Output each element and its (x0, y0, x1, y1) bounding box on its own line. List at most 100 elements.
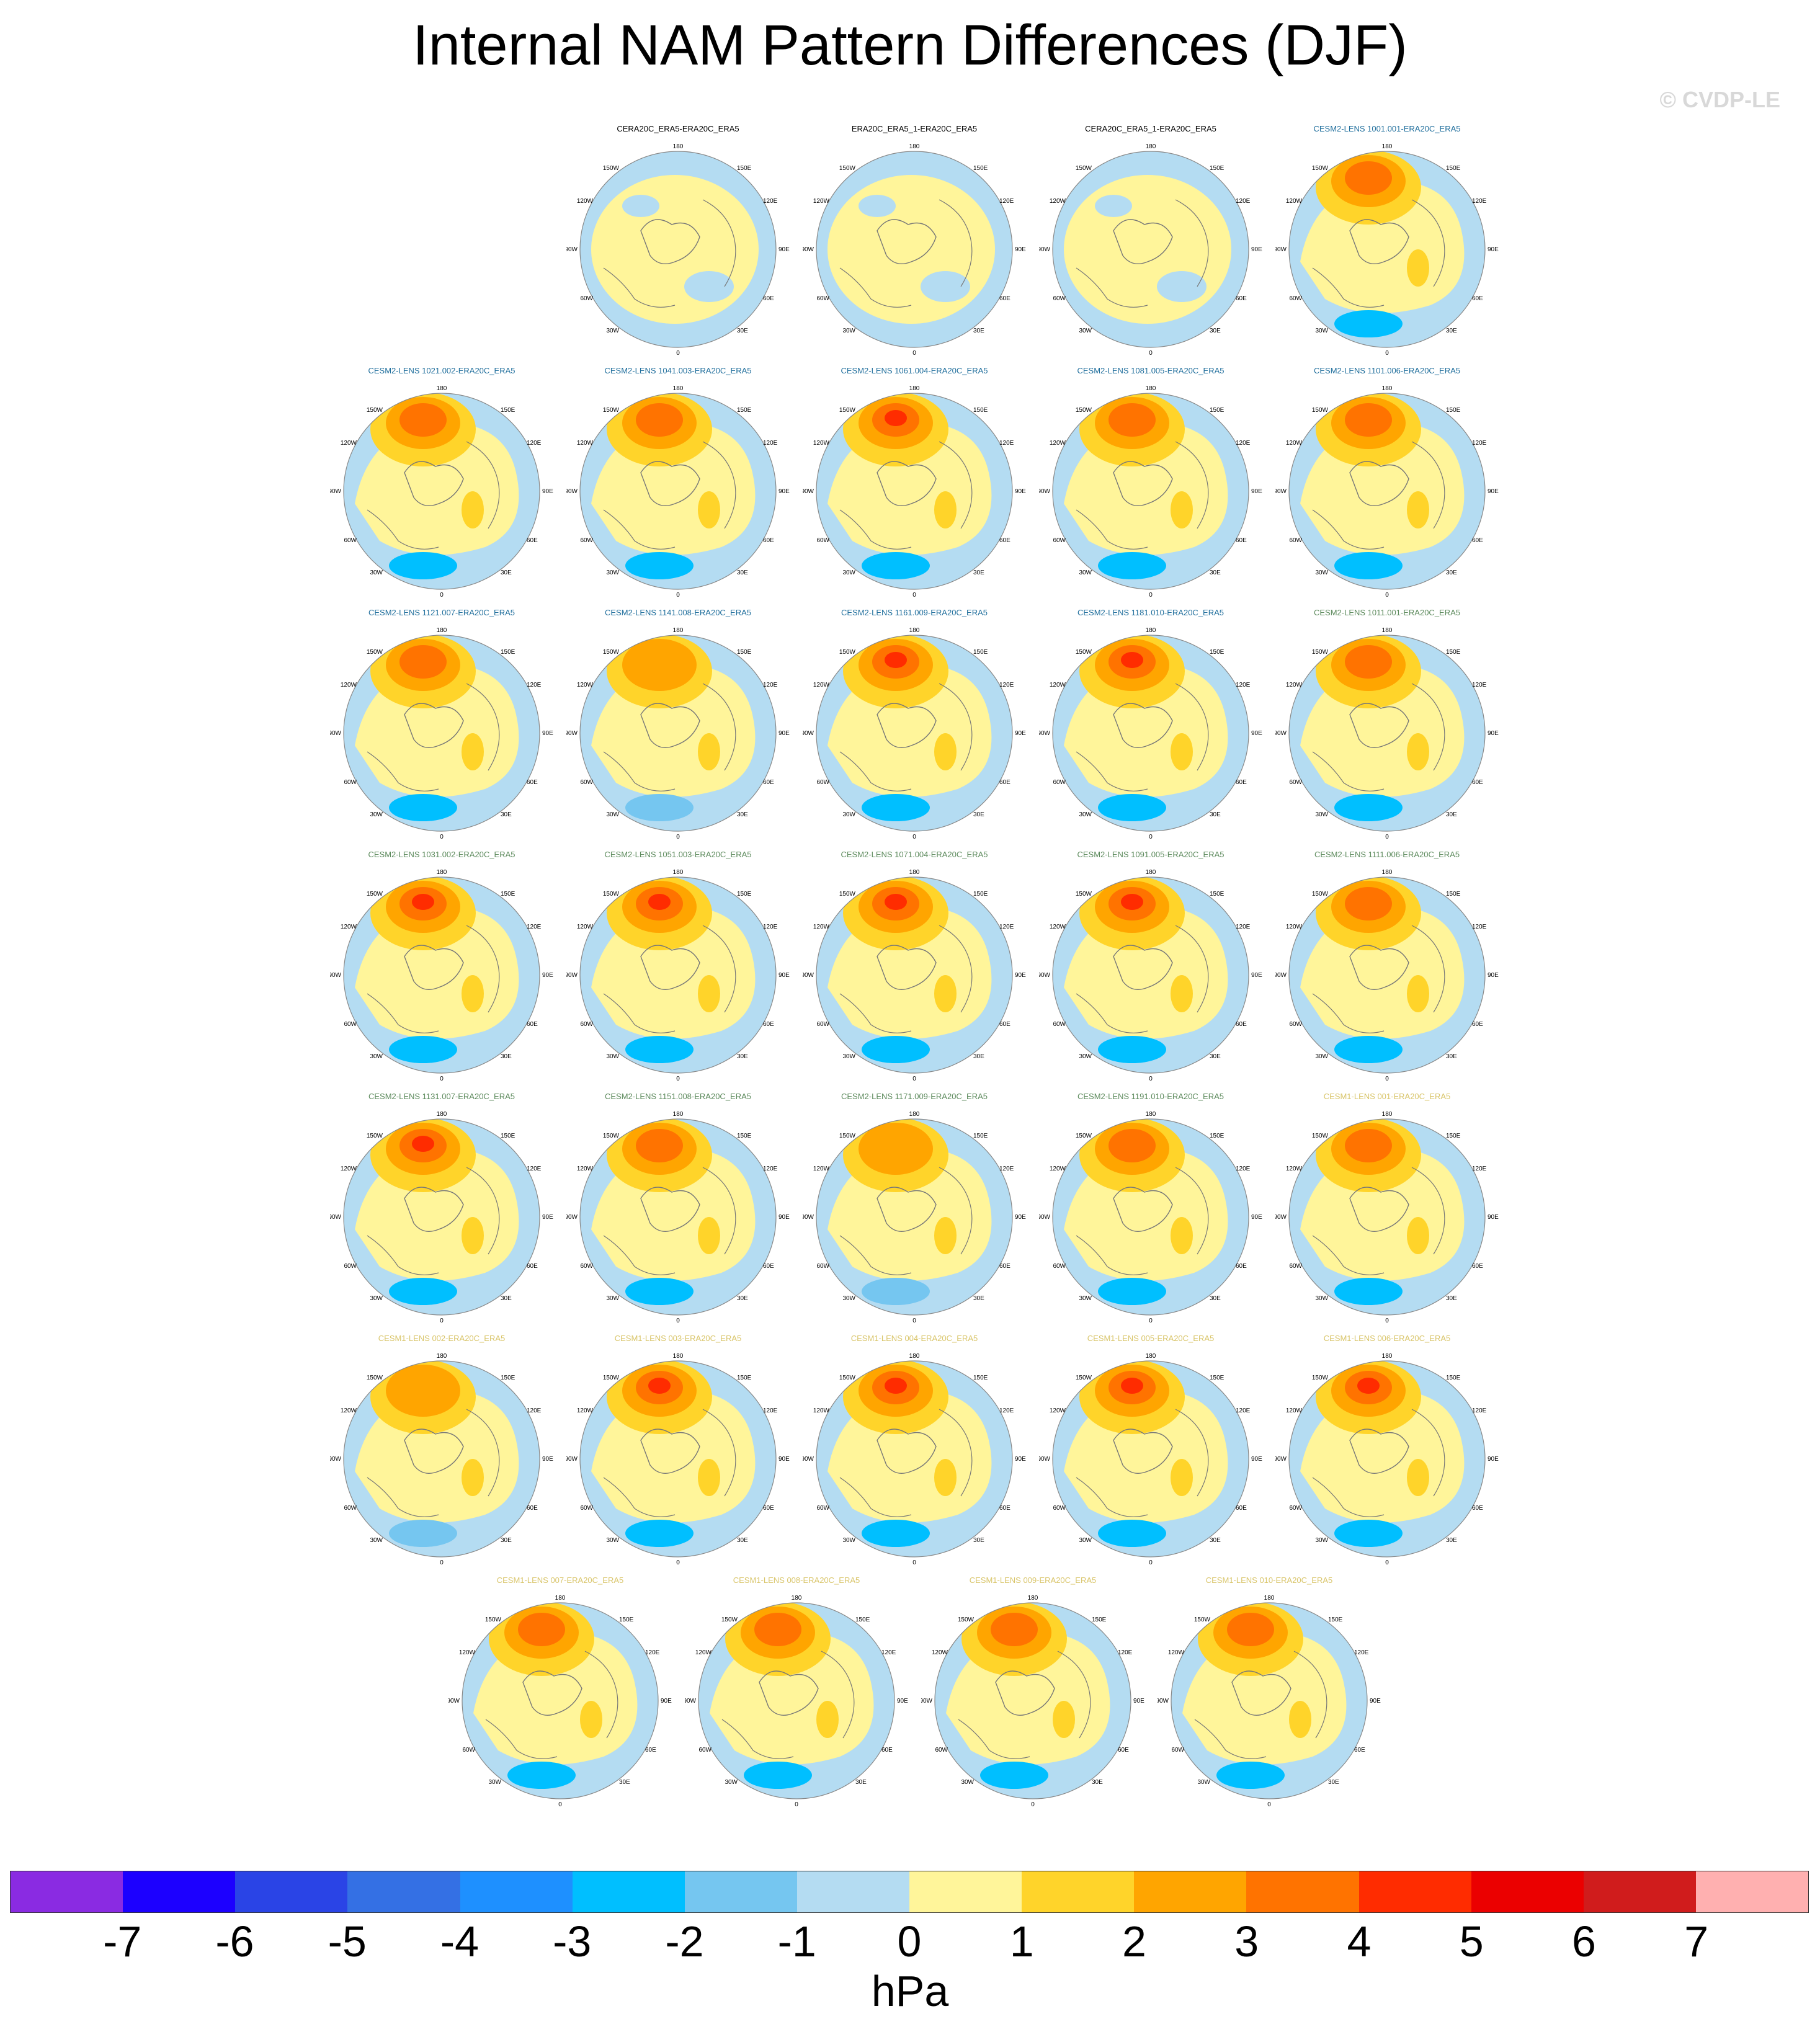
longitude-label: 120W (341, 682, 357, 689)
longitude-label: 30E (737, 811, 748, 818)
polar-map: 180 0 90W 90E 150W 120W 150E 120E 60W 30W 60E 30E (803, 1353, 1026, 1566)
longitude-label: 120E (1236, 1407, 1251, 1414)
polar-map: 180 0 90W 90E 150W 120W 150E 120E 60W 30W 60E 30E (1039, 1111, 1262, 1324)
longitude-label: 0 (1267, 1801, 1271, 1808)
colorbar-segment (460, 1871, 573, 1912)
longitude-label: 180 (555, 1595, 566, 1602)
polar-map: 180 0 90W 90E 150W 120W 150E 120E 60W 30W 60E 30E (1158, 1595, 1381, 1808)
longitude-label: 0 (912, 592, 916, 599)
longitude-label: 180 (909, 143, 920, 150)
longitude-label: 30W (842, 1537, 855, 1544)
longitude-label: 30W (606, 1295, 619, 1302)
longitude-label: 30W (606, 1537, 619, 1544)
longitude-label: 30E (1446, 1295, 1457, 1302)
longitude-label: 120E (763, 198, 778, 205)
longitude-label: 150E (737, 407, 752, 414)
longitude-label: 60W (462, 1747, 475, 1754)
longitude-label: 150W (603, 891, 620, 898)
longitude-label: 30E (1446, 328, 1457, 334)
longitude-label: 90W (803, 1456, 814, 1463)
longitude-label: 150W (1076, 1375, 1092, 1381)
panel-title: CESM1-LENS 006-ERA20C_ERA5 (1323, 1334, 1451, 1343)
longitude-label: 180 (909, 385, 920, 392)
colorbar-units-label: hPa (871, 1967, 949, 2015)
longitude-label: 150W (1076, 407, 1092, 414)
longitude-label: 30W (488, 1779, 501, 1786)
longitude-label: 60E (1118, 1747, 1129, 1754)
colorbar-segment (796, 1871, 909, 1912)
polar-map: 180 0 90W 90E 150W 120W 150E 120E 60W 30W 60E 30E (566, 143, 790, 357)
longitude-label: 60E (1236, 1505, 1247, 1512)
longitude-label: 60E (645, 1747, 656, 1754)
longitude-label: 150E (973, 1375, 988, 1381)
longitude-label: 120W (813, 440, 830, 447)
longitude-label: 60W (1289, 1021, 1302, 1028)
longitude-label: 30E (737, 328, 748, 334)
longitude-label: 120E (999, 924, 1014, 930)
map-panel: CESM1-LENS 010-ERA20C_ERA5 180 0 90W 90E 150W… (1158, 1576, 1381, 1811)
longitude-label: 150W (367, 1375, 383, 1381)
longitude-label: 180 (1146, 1353, 1156, 1360)
map-panel: CESM2-LENS 1081.005-ERA20C_ERA5 180 0 90W 90… (1039, 366, 1262, 602)
longitude-label: 30E (737, 1537, 748, 1544)
longitude-label: 0 (1149, 350, 1153, 357)
longitude-label: 150W (1312, 165, 1329, 172)
longitude-label: 120E (881, 1649, 896, 1656)
longitude-label: 90E (542, 972, 553, 979)
colorbar-segment (235, 1871, 348, 1912)
longitude-label: 90E (1488, 730, 1499, 737)
longitude-label: 30W (370, 569, 383, 576)
panel-title: CESM2-LENS 1051.003-ERA20C_ERA5 (604, 850, 752, 859)
longitude-label: 30W (842, 569, 855, 576)
map-panel: CESM1-LENS 006-ERA20C_ERA5 180 0 90W 90E 150W… (1275, 1334, 1499, 1569)
longitude-label: 0 (440, 1076, 444, 1082)
longitude-label: 150E (1446, 891, 1461, 898)
longitude-label: 90E (661, 1698, 672, 1705)
colorbar-segment (1134, 1871, 1247, 1912)
longitude-label: 120W (1050, 440, 1066, 447)
longitude-label: 30W (1315, 569, 1328, 576)
longitude-label: 30E (1446, 1053, 1457, 1060)
longitude-label: 60E (763, 537, 774, 544)
longitude-label: 150W (367, 891, 383, 898)
longitude-label: 60E (999, 1505, 1010, 1512)
longitude-label: 60W (816, 1021, 829, 1028)
colorbar-segment (1246, 1871, 1359, 1912)
longitude-label: 120W (577, 1407, 594, 1414)
longitude-label: 90E (1015, 972, 1026, 979)
longitude-label: 180 (909, 1111, 920, 1118)
longitude-label: 150W (839, 891, 856, 898)
longitude-label: 0 (676, 1317, 680, 1324)
longitude-label: 120W (813, 682, 830, 689)
polar-map: 180 0 90W 90E 150W 120W 150E 120E 60W 30W 60E 30E (1275, 627, 1499, 840)
longitude-label: 150W (1076, 1133, 1092, 1139)
longitude-label: 90E (1251, 730, 1262, 737)
longitude-label: 180 (437, 385, 447, 392)
longitude-label: 60E (1354, 1747, 1365, 1754)
polar-map: 180 0 90W 90E 150W 120W 150E 120E 60W 30W 60E 30E (1275, 143, 1499, 357)
colorbar-tick-label: 3 (1234, 1917, 1259, 1966)
polar-map: 180 0 90W 90E 150W 120W 150E 120E 60W 30W 60E 30E (330, 869, 553, 1082)
longitude-label: 90W (566, 730, 578, 737)
longitude-label: 0 (440, 1317, 444, 1324)
watermark: © CVDP-LE (1659, 87, 1780, 112)
polar-map: 180 0 90W 90E 150W 120W 150E 120E 60W 30W 60E 30E (566, 627, 790, 840)
longitude-label: 60W (580, 537, 593, 544)
longitude-label: 0 (676, 834, 680, 840)
panel-title: CESM2-LENS 1011.001-ERA20C_ERA5 (1313, 608, 1461, 617)
longitude-label: 30E (501, 1295, 512, 1302)
longitude-label: 60W (580, 1021, 593, 1028)
map-panel: CESM2-LENS 1071.004-ERA20C_ERA5 180 0 90W 90… (803, 850, 1026, 1085)
longitude-label: 180 (1028, 1595, 1038, 1602)
map-panel: CESM2-LENS 1171.009-ERA20C_ERA5 180 0 90W 90… (803, 1092, 1026, 1327)
longitude-label: 120W (1050, 924, 1066, 930)
longitude-label: 120W (577, 1166, 594, 1172)
longitude-label: 30W (606, 569, 619, 576)
longitude-label: 60E (1472, 295, 1483, 302)
longitude-label: 90E (1015, 246, 1026, 253)
panel-title: CESM1-LENS 009-ERA20C_ERA5 (969, 1576, 1097, 1585)
longitude-label: 0 (558, 1801, 562, 1808)
longitude-label: 180 (437, 1111, 447, 1118)
longitude-label: 90E (1015, 1214, 1026, 1221)
longitude-label: 60E (763, 1021, 774, 1028)
